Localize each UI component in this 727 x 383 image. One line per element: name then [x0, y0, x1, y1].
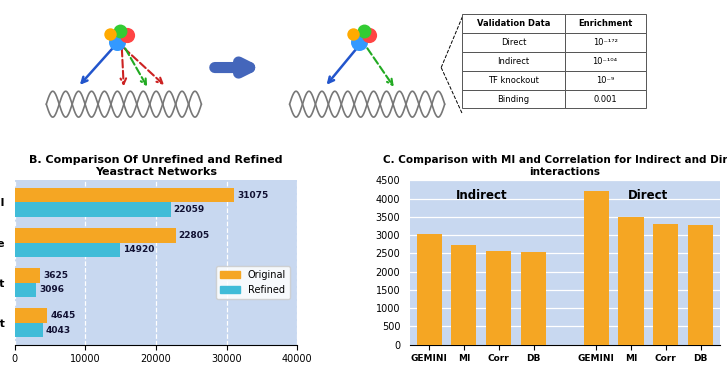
- Text: TF knockout: TF knockout: [488, 76, 539, 85]
- Bar: [688, 225, 713, 345]
- Text: Validation Data: Validation Data: [477, 19, 550, 28]
- Point: [358, 28, 369, 34]
- Bar: [521, 252, 546, 345]
- Point: [115, 28, 126, 34]
- Bar: [584, 192, 608, 345]
- Text: 14920: 14920: [123, 245, 154, 254]
- FancyBboxPatch shape: [462, 90, 565, 108]
- Bar: [619, 217, 643, 345]
- Text: 10⁻¹⁰⁴: 10⁻¹⁰⁴: [593, 57, 618, 66]
- FancyBboxPatch shape: [462, 14, 565, 33]
- Text: 0.001: 0.001: [593, 95, 617, 103]
- Text: 4645: 4645: [50, 311, 76, 320]
- Text: 3625: 3625: [43, 271, 68, 280]
- Text: 22059: 22059: [173, 205, 204, 214]
- Point: [104, 31, 116, 37]
- Point: [348, 31, 359, 37]
- Text: Binding: Binding: [497, 95, 529, 103]
- Point: [111, 39, 123, 45]
- Bar: [15, 323, 43, 337]
- FancyBboxPatch shape: [565, 14, 646, 33]
- Point: [353, 39, 364, 45]
- Bar: [417, 234, 441, 345]
- Text: 10⁻¹⁷²: 10⁻¹⁷²: [593, 38, 617, 47]
- FancyBboxPatch shape: [462, 71, 565, 90]
- Text: Direct: Direct: [501, 38, 526, 47]
- Title: B. Comparison Of Unrefined and Refined
Yeastract Networks: B. Comparison Of Unrefined and Refined Y…: [29, 155, 283, 177]
- Text: Direct: Direct: [628, 188, 669, 201]
- Bar: [15, 188, 234, 202]
- Point: [121, 32, 133, 38]
- Text: 31075: 31075: [237, 191, 268, 200]
- FancyBboxPatch shape: [565, 90, 646, 108]
- FancyBboxPatch shape: [565, 71, 646, 90]
- Legend: Original, Refined: Original, Refined: [217, 266, 289, 299]
- Text: 4043: 4043: [46, 326, 71, 334]
- Bar: [486, 250, 511, 345]
- Text: Indirect: Indirect: [497, 57, 529, 66]
- FancyBboxPatch shape: [462, 33, 565, 52]
- Bar: [451, 246, 476, 345]
- FancyBboxPatch shape: [462, 52, 565, 71]
- Bar: [15, 228, 176, 242]
- Bar: [15, 308, 47, 323]
- Title: C. Comparison with MI and Correlation for Indirect and Direct
interactions: C. Comparison with MI and Correlation fo…: [383, 155, 727, 177]
- FancyBboxPatch shape: [565, 52, 646, 71]
- Bar: [15, 202, 171, 217]
- Point: [363, 32, 374, 38]
- Bar: [654, 224, 678, 345]
- FancyBboxPatch shape: [565, 33, 646, 52]
- Text: Enrichment: Enrichment: [578, 19, 632, 28]
- Bar: [15, 283, 36, 297]
- Bar: [15, 242, 120, 257]
- Text: 3096: 3096: [39, 285, 64, 295]
- Text: 22805: 22805: [179, 231, 210, 240]
- Text: 10⁻⁹: 10⁻⁹: [596, 76, 614, 85]
- Text: Indirect: Indirect: [456, 188, 507, 201]
- Bar: [15, 268, 40, 283]
